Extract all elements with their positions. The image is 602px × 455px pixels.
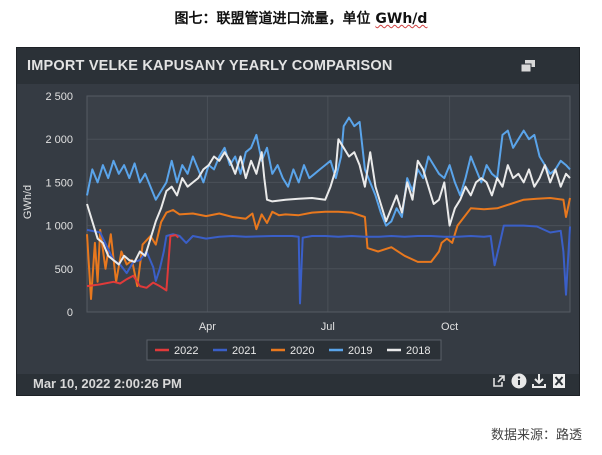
footer-toolbar	[491, 373, 567, 389]
caption-prefix: 图七：联盟管道进口流量，单位	[174, 11, 376, 27]
expand-window-icon[interactable]	[521, 60, 535, 72]
chart-area: 0 500 1 000 1 500 2 000 2 500 Apr Jul Oct GWh/d…	[17, 84, 579, 374]
legend-item-2019[interactable]: 2019	[329, 345, 372, 357]
download-icon[interactable]	[531, 373, 547, 389]
y-tick-label: 2 500	[45, 91, 73, 103]
x-tick-label: Jul	[321, 321, 335, 333]
external-link-icon[interactable]	[491, 373, 507, 389]
figure-caption: 图七：联盟管道进口流量，单位 GWh/d	[0, 8, 602, 28]
y-tick-label: 500	[55, 264, 73, 276]
series-line-2020	[86, 197, 571, 300]
legend-item-2020[interactable]: 2020	[271, 345, 314, 357]
legend-label: 2021	[232, 345, 256, 357]
grid	[86, 95, 571, 313]
series-line-2018	[86, 138, 571, 266]
x-tick-label: Apr	[199, 321, 216, 333]
y-tick-label: 1 000	[45, 221, 73, 233]
series-line-2019	[86, 116, 571, 227]
excel-export-icon[interactable]	[551, 373, 567, 389]
caption-unit: GWh/d	[375, 11, 428, 27]
legend-item-2022[interactable]: 2022	[155, 345, 198, 357]
line-chart: 0 500 1 000 1 500 2 000 2 500 Apr Jul Oct GWh/d…	[22, 91, 571, 361]
series-lines	[86, 116, 571, 305]
series-line-2021	[86, 224, 571, 305]
series-line-2022	[86, 234, 180, 292]
panel-title: IMPORT VELKE KAPUSANY YEARLY COMPARISON	[27, 58, 393, 74]
y-tick-label: 0	[67, 307, 73, 319]
legend-item-2021[interactable]: 2021	[213, 345, 256, 357]
chart-panel: IMPORT VELKE KAPUSANY YEARLY COMPARISON …	[16, 47, 580, 396]
legend-label: 2018	[406, 345, 430, 357]
y-axis-label: GWh/d	[22, 185, 34, 219]
y-axis-ticks: 0 500 1 000 1 500 2 000 2 500	[45, 91, 73, 319]
plot-background	[87, 96, 570, 312]
legend-label: 2020	[290, 345, 314, 357]
info-icon[interactable]	[511, 373, 527, 389]
x-tick-label: Oct	[441, 321, 458, 333]
legend: 2022 2021 2020 2019 2018	[146, 339, 442, 361]
legend-box	[146, 339, 442, 361]
y-tick-label: 2 000	[45, 134, 73, 146]
legend-label: 2019	[348, 345, 372, 357]
timestamp: Mar 10, 2022 2:00:26 PM	[33, 376, 182, 391]
data-source: 数据来源：路透	[490, 428, 582, 443]
legend-item-2018[interactable]: 2018	[387, 345, 430, 357]
legend-label: 2022	[174, 345, 198, 357]
x-axis-ticks: Apr Jul Oct	[199, 321, 458, 333]
y-tick-label: 1 500	[45, 177, 73, 189]
